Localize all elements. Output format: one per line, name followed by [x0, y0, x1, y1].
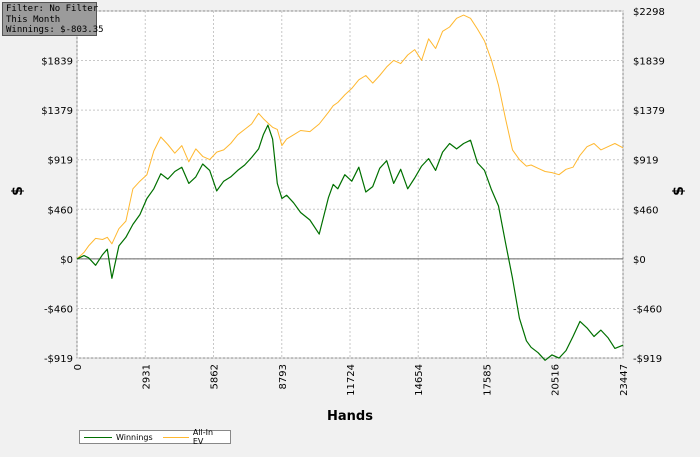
x-tick-label: 2931 [141, 364, 152, 389]
filter-info-box: Filter: No Filter This Month Winnings: $… [2, 2, 104, 36]
x-axis-title: Hands [327, 409, 373, 424]
y-tick-label-right: -$460 [633, 304, 662, 315]
x-tick-label: 0 [73, 364, 84, 370]
y-tick-label-right: $919 [633, 156, 658, 167]
y-tick-label-left: $460 [48, 205, 73, 216]
legend-item-allin-ev: All-In EV [162, 428, 224, 446]
y-tick-label-left: $1839 [41, 57, 73, 68]
y-tick-label-left: $1379 [41, 106, 73, 117]
y-tick-label-right: -$919 [633, 354, 662, 365]
y-tick-label-right: $2298 [633, 7, 665, 18]
x-tick-label: 5862 [210, 364, 221, 389]
y-tick-label-left: $919 [48, 156, 73, 167]
legend-swatch-allin-ev [162, 436, 189, 438]
y-axis-title-left: $ [10, 186, 26, 196]
y-axis-right-ticks: -$919 -$460 $0 $460 $919 $1379 $1839 $2298 [633, 7, 665, 365]
series-line-winnings [76, 124, 624, 361]
y-tick-label-right: $1839 [633, 57, 665, 68]
x-tick-label: 20516 [551, 364, 562, 396]
y-tick-label-right: $460 [633, 205, 658, 216]
x-axis-ticks: 0 2931 5862 8793 11724 14654 17585 20516 23447 [73, 364, 630, 396]
y-tick-label-left: -$919 [44, 354, 73, 365]
x-tick-label: 17585 [482, 364, 493, 396]
period-label: This Month [6, 14, 61, 25]
legend-label-winnings: Winnings [116, 432, 153, 442]
legend-item-winnings: Winnings [84, 433, 153, 442]
y-axis-left-ticks: -$919-$460$0$460$919$1379$1839$2298 [41, 7, 73, 365]
legend-swatch-winnings [84, 436, 112, 438]
x-tick-label: 8793 [278, 364, 289, 389]
y-tick-label-right: $0 [633, 255, 646, 266]
y-axis-title-right: $ [671, 186, 687, 196]
x-tick-label: 14654 [414, 364, 425, 396]
filter-label: Filter: No Filter [6, 4, 99, 14]
x-tick-label: 23447 [619, 364, 630, 396]
y-tick-label-right: $1379 [633, 106, 665, 117]
series-line-allin-ev [76, 14, 624, 260]
chart-legend: Winnings All-In EV [79, 428, 231, 446]
y-tick-label-left: -$460 [44, 304, 73, 315]
series-layer [76, 14, 624, 361]
x-tick-label: 11724 [346, 364, 357, 396]
winnings-total-label: Winnings: $-803.35 [6, 25, 104, 35]
legend-label-allin-ev: All-In EV [192, 428, 214, 446]
y-tick-label-left: $0 [60, 255, 73, 266]
